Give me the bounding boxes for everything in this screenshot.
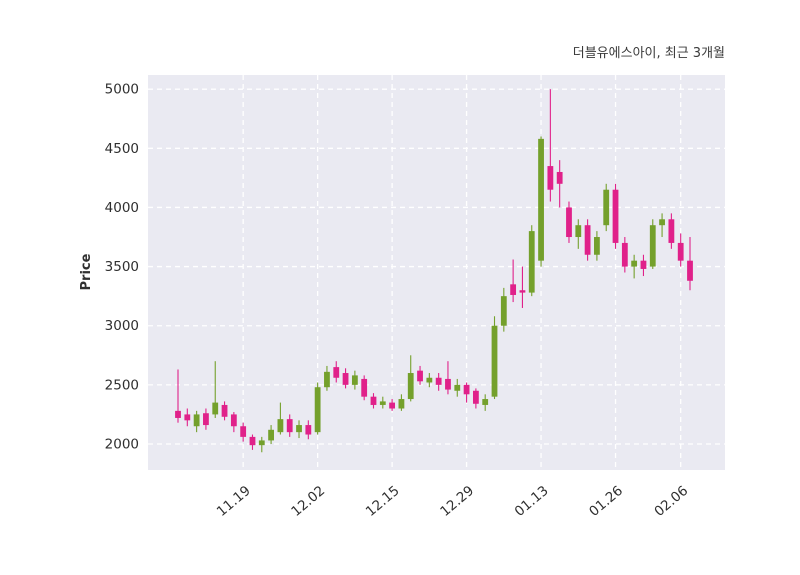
candle-body bbox=[268, 429, 274, 441]
candle-body bbox=[230, 414, 237, 427]
candle-body bbox=[603, 189, 610, 226]
candle-body bbox=[258, 440, 265, 446]
candle-body bbox=[426, 377, 433, 383]
candle-body bbox=[649, 225, 656, 267]
candle-body bbox=[556, 171, 563, 184]
candle-body bbox=[277, 419, 284, 433]
candle-body bbox=[631, 260, 638, 267]
candle-body bbox=[333, 367, 340, 378]
candle-body bbox=[398, 399, 405, 409]
candle-body bbox=[379, 401, 386, 405]
candle-body bbox=[249, 436, 256, 446]
candle-body bbox=[510, 284, 517, 295]
y-tick-label: 3000 bbox=[105, 318, 139, 334]
candle-body bbox=[454, 384, 461, 391]
candle-body bbox=[389, 402, 396, 409]
candle-body bbox=[538, 138, 544, 261]
x-tick-label: 12.02 bbox=[288, 483, 328, 520]
x-tick-label: 11.19 bbox=[214, 483, 254, 520]
candle-body bbox=[640, 260, 647, 269]
candle-body bbox=[566, 207, 572, 238]
candle-body bbox=[500, 296, 507, 326]
candle-body bbox=[417, 370, 423, 382]
y-tick-label: 2000 bbox=[105, 436, 139, 452]
candle-body bbox=[286, 419, 293, 433]
candle-body bbox=[445, 378, 451, 390]
candle-body bbox=[361, 378, 368, 397]
candle-body bbox=[621, 242, 628, 267]
candle-body bbox=[519, 290, 526, 293]
x-tick-label: 01.26 bbox=[586, 483, 626, 520]
candle-body bbox=[305, 425, 312, 435]
y-tick-label: 5000 bbox=[105, 82, 139, 98]
candle-body bbox=[472, 390, 479, 404]
candle-body bbox=[203, 413, 209, 426]
x-tick-label: 02.06 bbox=[651, 483, 691, 520]
candle-body bbox=[482, 399, 489, 405]
candle-body bbox=[296, 425, 302, 433]
candle-body bbox=[594, 237, 600, 255]
candle-body bbox=[463, 384, 470, 395]
x-tick-label: 12.15 bbox=[363, 483, 403, 520]
candle-body bbox=[193, 414, 200, 427]
x-tick-label: 12.29 bbox=[437, 483, 477, 520]
y-tick-label: 3500 bbox=[105, 259, 139, 275]
candle-body bbox=[575, 225, 582, 238]
candle-body bbox=[342, 373, 349, 385]
y-tick-label: 4500 bbox=[105, 141, 139, 157]
candle-body bbox=[677, 242, 684, 261]
candle-body bbox=[668, 219, 675, 243]
candle-body bbox=[184, 414, 191, 421]
y-tick-label: 2500 bbox=[105, 377, 139, 393]
candle-body bbox=[435, 377, 442, 385]
plot-background bbox=[148, 75, 725, 470]
candle-body bbox=[324, 371, 330, 388]
candle-body bbox=[407, 373, 414, 400]
candle-body bbox=[612, 189, 619, 243]
candle-body bbox=[240, 426, 247, 437]
candle-body bbox=[314, 387, 321, 433]
candle-body bbox=[659, 219, 665, 226]
chart-title: 더블유에스아이, 최근 3개월 bbox=[573, 46, 725, 61]
x-tick-label: 01.13 bbox=[512, 483, 552, 520]
candle-body bbox=[491, 325, 498, 397]
candle-body bbox=[370, 396, 377, 405]
candle-body bbox=[175, 410, 181, 418]
candle-body bbox=[547, 166, 554, 190]
y-tick-label: 4000 bbox=[105, 200, 139, 216]
candle-body bbox=[528, 231, 535, 293]
candle-body bbox=[212, 402, 219, 415]
y-axis-label: Price bbox=[79, 253, 94, 290]
candle-body bbox=[351, 375, 358, 385]
candle-body bbox=[584, 225, 591, 255]
candle-body bbox=[687, 260, 693, 281]
candle-body bbox=[221, 404, 228, 417]
plot-area: 2000 2500 3000 3500 4000 4500 5000 11.19 12.02 12… bbox=[105, 75, 725, 520]
